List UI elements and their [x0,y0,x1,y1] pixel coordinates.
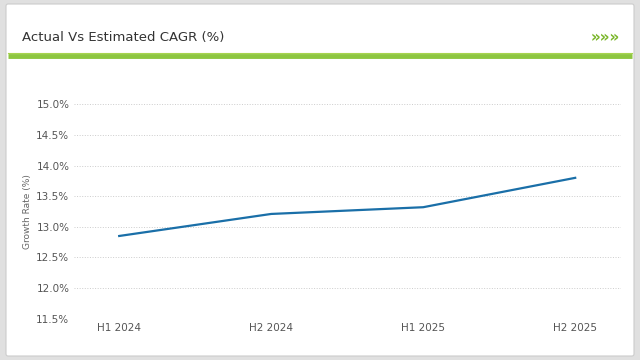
Text: Actual Vs Estimated CAGR (%): Actual Vs Estimated CAGR (%) [22,31,225,45]
FancyBboxPatch shape [6,4,634,356]
Text: »»»: »»» [591,31,620,45]
Y-axis label: Growth Rate (%): Growth Rate (%) [23,174,32,249]
